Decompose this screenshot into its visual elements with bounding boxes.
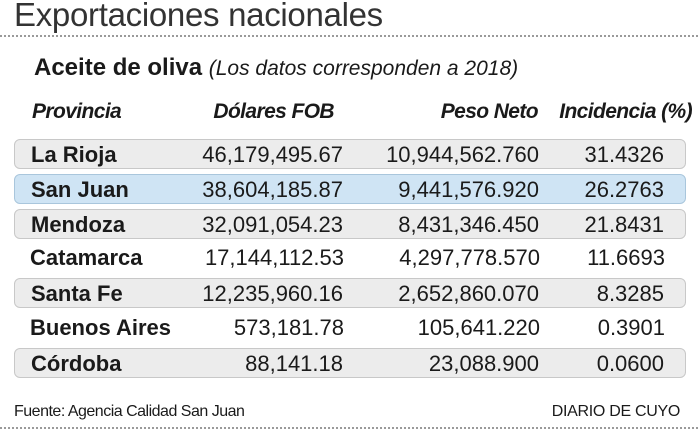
peso-neto-cell: 9,441,576.920: [398, 176, 539, 202]
incidencia-cell: 8.3285: [596, 281, 664, 307]
peso-neto-cell: 4,297,778.570: [399, 245, 540, 271]
peso-neto-cell: 8,431,346.450: [398, 211, 539, 237]
column-header-peso-neto: Peso Neto: [440, 100, 539, 123]
provincia-cell: La Rioja: [31, 142, 117, 167]
product-name: Aceite de oliva: [34, 54, 203, 81]
provincia-cell: Buenos Aires: [30, 315, 172, 340]
incidencia-cell: 11.6693: [587, 245, 665, 271]
peso-neto-cell: 105,641.220: [417, 315, 540, 340]
peso-neto-cell: 23,088.900: [428, 350, 539, 376]
table-row: La Rioja 46,179,495.67 10,944,562.760 31.43…: [14, 139, 686, 169]
table-row: Mendoza 32,091,054.23 8,431,346.450 21.8431: [14, 208, 686, 239]
source-note: Fuente: Agencia Calidad San Juan: [14, 403, 245, 420]
incidencia-cell: 31.4326: [584, 142, 664, 167]
table-row: Santa Fe 12,235,960.16 2,652,860.070 8.3285: [14, 278, 686, 309]
dolares-fob-cell: 32,091,054.23: [202, 211, 343, 237]
column-header-dolares-fob: Dólares FOB: [213, 100, 334, 123]
peso-neto-cell: 2,652,860.070: [398, 281, 539, 307]
provincia-cell: Mendoza: [31, 211, 126, 237]
provincia-cell: Córdoba: [31, 350, 122, 376]
provincia-cell: Santa Fe: [31, 281, 123, 307]
bottom-divider: [0, 427, 698, 429]
publisher-brand: DIARIO DE CUYO: [551, 403, 681, 420]
dolares-fob-cell: 88,141.18: [245, 350, 343, 376]
column-header-incidencia: Incidencia (%): [559, 100, 692, 123]
dolares-fob-cell: 12,235,960.16: [202, 281, 343, 307]
date-note: (Los datos corresponden a 2018): [208, 57, 519, 80]
table-row: San Juan 38,604,185.87 9,441,576.920 26.276…: [14, 173, 686, 204]
table-row: Córdoba 88,141.18 23,088.900 0.0600: [14, 347, 686, 378]
table-row: Buenos Aires 573,181.78 105,641.220 0.3901: [14, 313, 686, 343]
title-divider: [0, 35, 698, 37]
dolares-fob-cell: 573,181.78: [233, 315, 344, 340]
dolares-fob-cell: 38,604,185.87: [202, 176, 343, 202]
incidencia-cell: 21.8431: [584, 211, 664, 237]
subtitle: Aceite de oliva (Los datos corresponden …: [34, 54, 518, 82]
dolares-fob-cell: 17,144,112.53: [204, 245, 344, 271]
table-row: Catamarca 17,144,112.53 4,297,778.570 11.66…: [14, 243, 686, 273]
provincia-cell: Catamarca: [30, 245, 143, 271]
incidencia-cell: 26.2763: [584, 176, 664, 202]
page-title: Exportaciones nacionales: [14, 0, 383, 33]
incidencia-cell: 0.3901: [597, 315, 665, 340]
peso-neto-cell: 10,944,562.760: [386, 142, 539, 167]
column-header-provincia: Provincia: [32, 100, 122, 123]
provincia-cell: San Juan: [31, 176, 129, 202]
dolares-fob-cell: 46,179,495.67: [202, 142, 343, 167]
incidencia-cell: 0.0600: [596, 350, 664, 376]
